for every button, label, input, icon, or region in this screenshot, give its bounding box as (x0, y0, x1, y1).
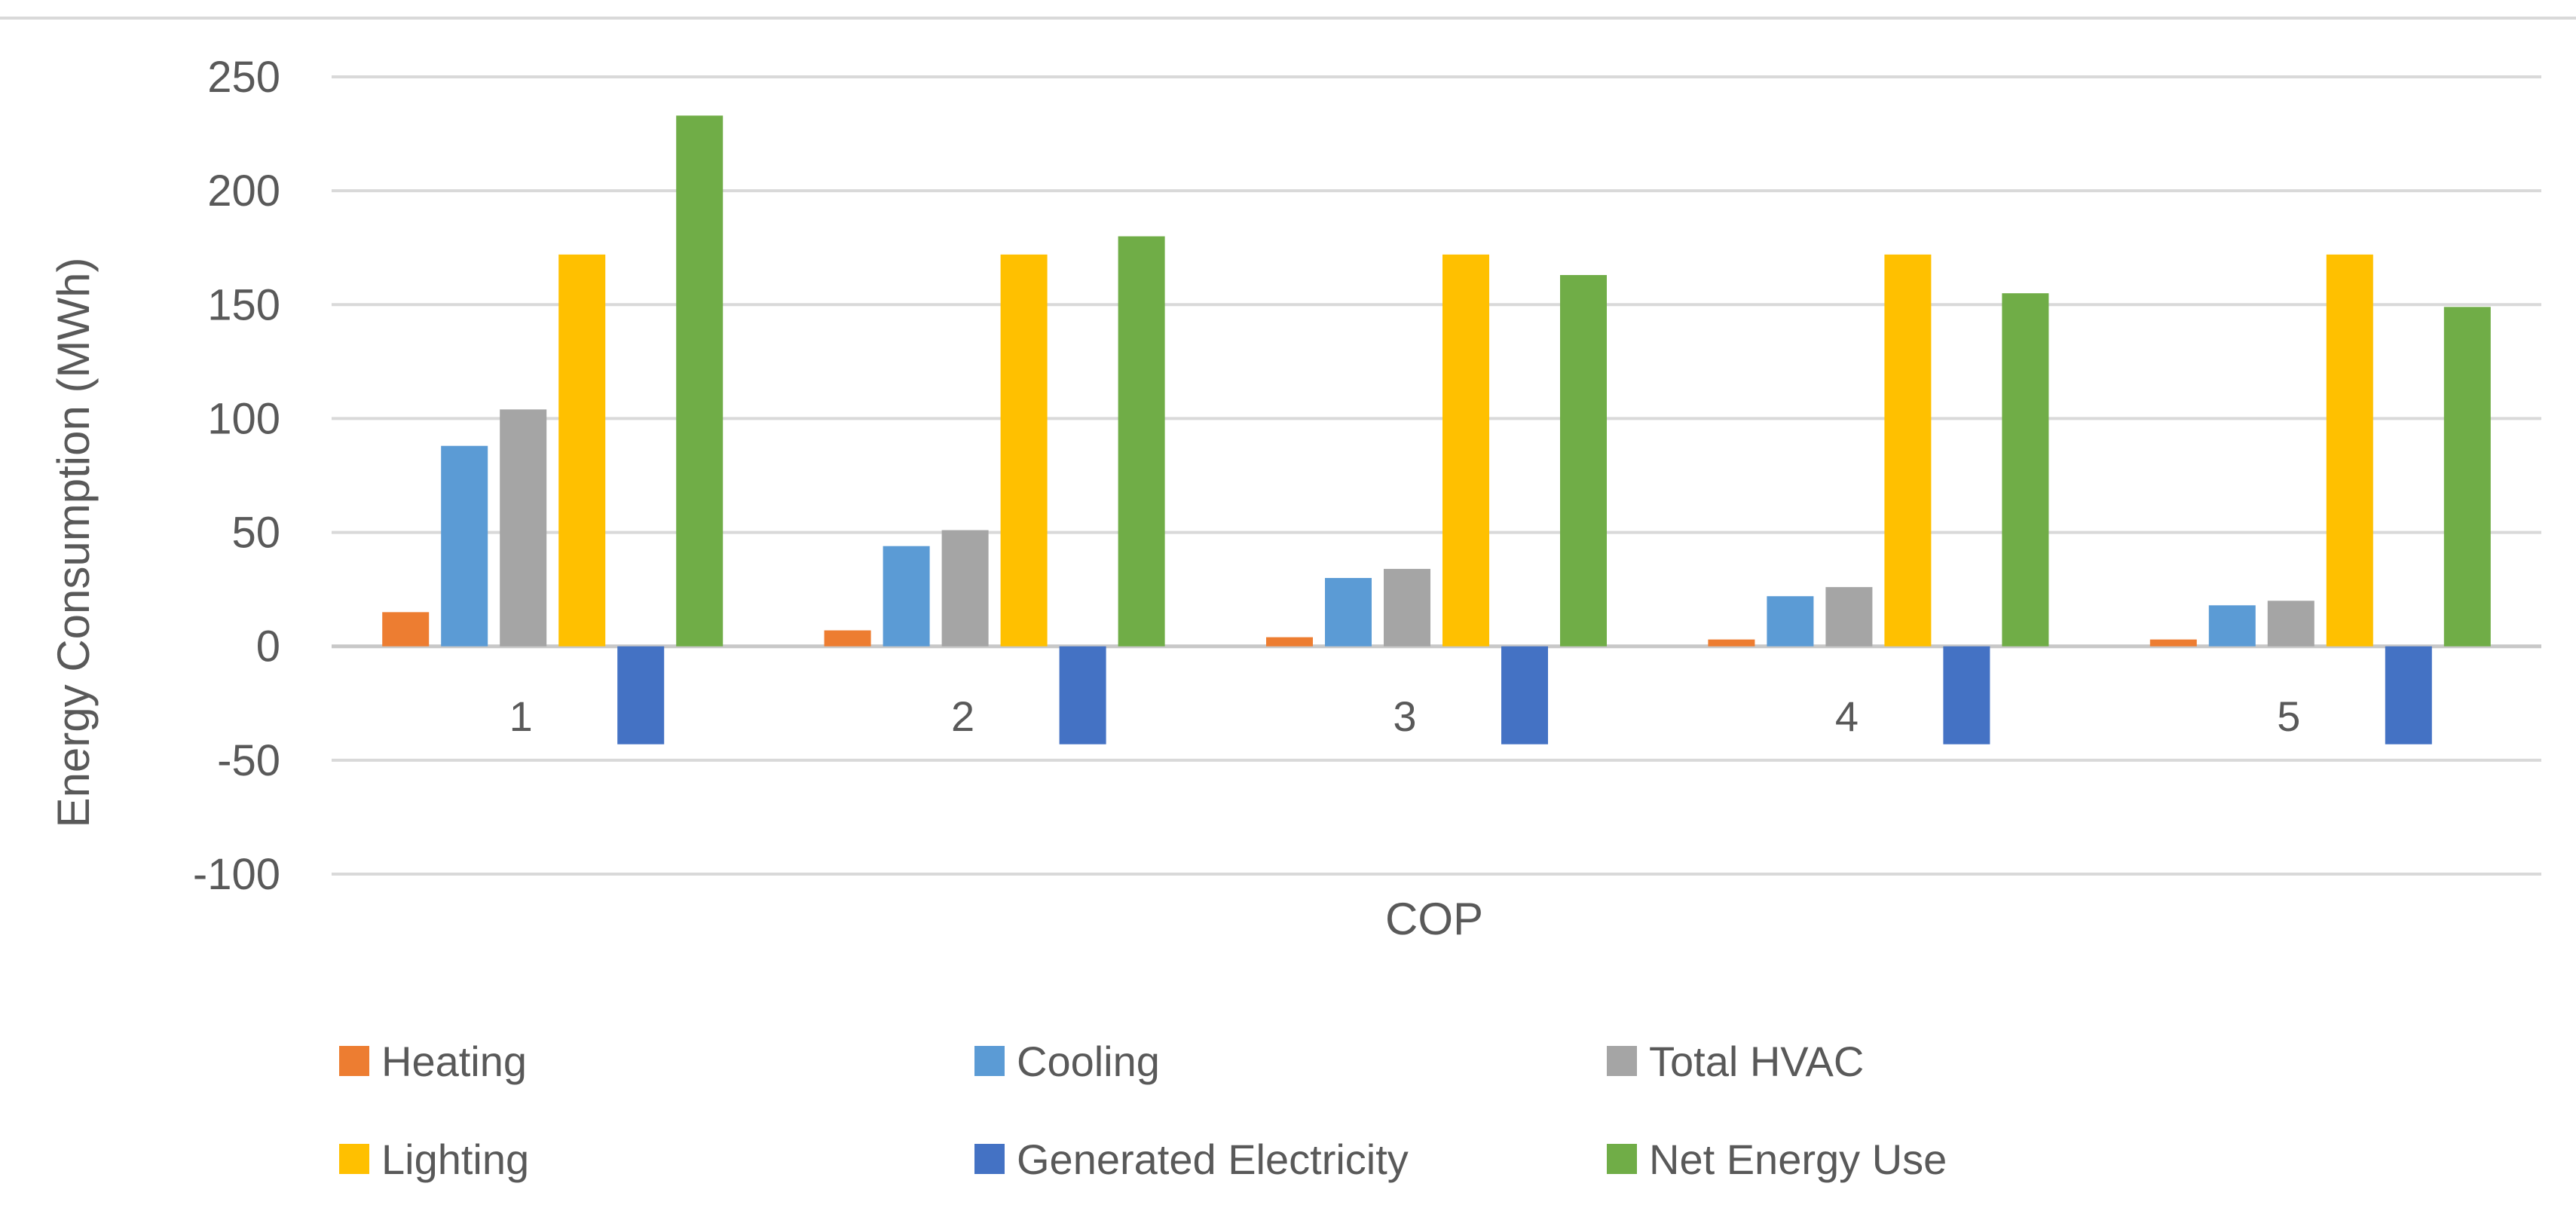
bar-cooling-cop-3 (1325, 578, 1372, 647)
x-axis-title: COP (1385, 894, 1483, 944)
x-category-label: 2 (951, 692, 974, 740)
y-tick-label: 150 (207, 280, 280, 329)
bar-net-energy-use-cop-4 (2002, 293, 2049, 647)
bar-cooling-cop-4 (1767, 596, 1814, 647)
bar-heating-cop-5 (2149, 639, 2197, 647)
legend-label: Net Energy Use (1649, 1136, 1947, 1183)
bar-total-hvac-cop-1 (500, 409, 547, 647)
bar-heating-cop-1 (382, 612, 430, 647)
legend: Heating Cooling Total HVAC Lighting Generate… (339, 1038, 1947, 1183)
y-tick-label: -100 (193, 850, 280, 899)
y-axis-ticks: 250 200 150 100 50 0 -50 -100 (193, 53, 280, 899)
bar-net-energy-use-cop-1 (676, 115, 724, 647)
bar-lighting-cop-3 (1442, 254, 1489, 647)
x-category-label: 5 (2277, 692, 2300, 740)
legend-swatch (339, 1144, 369, 1174)
bar-total-hvac-cop-5 (2267, 601, 2314, 647)
legend-swatch (339, 1046, 369, 1076)
x-category-label: 3 (1393, 692, 1416, 740)
bar-lighting-cop-1 (558, 254, 606, 647)
legend-swatch (1607, 1046, 1637, 1076)
x-category-label: 1 (509, 692, 533, 740)
legend-swatch (1607, 1144, 1637, 1174)
bar-lighting-cop-4 (1884, 254, 1932, 647)
bar-generated-electricity-cop-5 (2385, 646, 2432, 744)
bar-net-energy-use-cop-3 (1560, 274, 1607, 647)
bar-generated-electricity-cop-1 (617, 646, 665, 744)
bar-generated-electricity-cop-3 (1501, 646, 1548, 744)
y-tick-label: 200 (207, 167, 280, 216)
bar-cooling-cop-2 (883, 546, 930, 647)
bar-total-hvac-cop-2 (941, 530, 989, 647)
y-tick-label: 0 (256, 622, 280, 671)
bar-generated-electricity-cop-2 (1059, 646, 1106, 744)
bars (382, 115, 2491, 744)
bar-lighting-cop-5 (2326, 254, 2373, 647)
bar-heating-cop-3 (1266, 637, 1313, 647)
legend-label: Generated Electricity (1017, 1136, 1409, 1183)
bar-generated-electricity-cop-4 (1943, 646, 1990, 744)
y-tick-label: 50 (231, 509, 280, 558)
legend-label: Lighting (381, 1136, 529, 1183)
legend-swatch (974, 1046, 1005, 1076)
gridlines (332, 75, 2541, 876)
legend-label: Total HVAC (1649, 1038, 1864, 1085)
legend-swatch (974, 1144, 1005, 1174)
x-axis-category-labels: 1 2 3 4 5 (509, 692, 2301, 740)
y-tick-label: -50 (217, 736, 280, 785)
y-tick-label: 100 (207, 394, 280, 443)
bar-cooling-cop-1 (441, 445, 488, 647)
bar-total-hvac-cop-4 (1825, 587, 1873, 647)
x-category-label: 4 (1835, 692, 1859, 740)
bar-heating-cop-2 (824, 630, 871, 647)
y-axis-title: Energy Consumption (MWh) (48, 258, 99, 828)
bar-total-hvac-cop-3 (1384, 568, 1430, 647)
legend-label: Heating (381, 1038, 527, 1085)
bar-net-energy-use-cop-5 (2443, 307, 2491, 647)
bar-cooling-cop-5 (2208, 605, 2256, 647)
bar-heating-cop-4 (1708, 639, 1755, 647)
legend-label: Cooling (1017, 1038, 1160, 1085)
bar-lighting-cop-2 (1000, 254, 1048, 647)
y-tick-label: 250 (207, 53, 280, 102)
bar-net-energy-use-cop-2 (1118, 236, 1165, 647)
